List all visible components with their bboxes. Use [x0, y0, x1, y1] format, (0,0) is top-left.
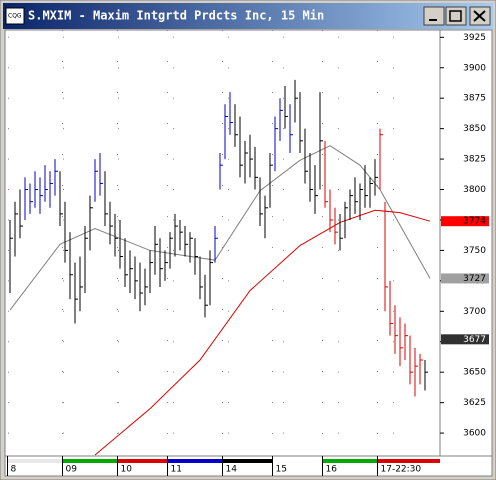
minimize-button[interactable] — [423, 6, 445, 26]
day-band — [7, 459, 63, 463]
price-label: 3727 — [463, 274, 486, 284]
y-tick-label: 3700 — [463, 307, 486, 317]
price-label: 3774 — [463, 217, 486, 227]
y-tick-label: 3800 — [463, 185, 486, 195]
chart-area — [4, 29, 493, 477]
day-band — [222, 459, 273, 463]
price-label-box — [441, 334, 489, 345]
price-label-box — [441, 216, 489, 227]
close-icon — [473, 10, 486, 22]
maximize-icon — [449, 10, 462, 22]
y-tick-label: 3625 — [463, 398, 486, 408]
y-tick-label: 3875 — [463, 94, 486, 104]
price-label-box — [441, 273, 489, 284]
y-tick-label: 3750 — [463, 246, 486, 256]
app-icon — [5, 7, 25, 25]
y-tick-label: 3650 — [463, 368, 486, 378]
day-band — [62, 459, 118, 463]
day-band — [322, 459, 378, 463]
y-tick-label: 3925 — [463, 33, 486, 43]
x-tick-label: 14 — [226, 465, 238, 475]
app-icon-text: CQG — [8, 13, 22, 20]
day-band — [272, 459, 323, 463]
y-tick-label: 3600 — [463, 429, 486, 439]
day-band — [167, 459, 223, 463]
x-tick-label: 8 — [11, 465, 17, 475]
y-tick-label: 3850 — [463, 124, 486, 134]
window-title: S.MXIM - Maxim Intgrtd Prdcts Inc, 15 Mi… — [28, 9, 324, 23]
moving-average — [94, 209, 431, 456]
price-label: 3677 — [463, 335, 486, 345]
title-bar — [3, 3, 493, 29]
day-band — [117, 459, 168, 463]
day-band — [377, 459, 440, 463]
x-tick-label: 09 — [66, 465, 78, 475]
window-buttons[interactable] — [423, 6, 491, 26]
x-tick-label: 17-22:30 — [381, 465, 422, 475]
x-tick-label: 10 — [121, 465, 133, 475]
x-tick-label: 11 — [171, 465, 182, 475]
x-tick-label: 15 — [276, 465, 287, 475]
y-tick-label: 3900 — [463, 63, 486, 73]
maximize-button[interactable] — [445, 6, 467, 26]
y-tick-label: 3825 — [463, 155, 486, 165]
x-tick-label: 16 — [326, 465, 338, 475]
